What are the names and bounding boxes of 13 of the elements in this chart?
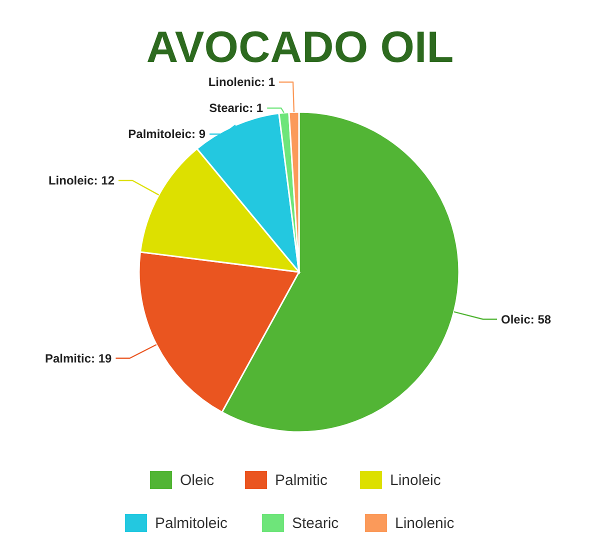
legend-label: Stearic [292,515,340,532]
legend-label: Oleic [180,472,215,489]
data-label: Palmitic: 19 [45,351,112,366]
data-label: Oleic: 58 [501,312,552,326]
data-label: Stearic: 1 [209,101,264,116]
data-label: Linoleic: 12 [48,173,115,188]
data-label: Linolenic: 1 [208,75,276,90]
legend-label: Linolenic [395,515,455,532]
data-label: Palmitoleic: 9 [128,127,206,142]
legend-label: Palmitic [275,472,328,489]
legend-label: Linoleic [390,472,442,489]
legend-label: Palmitoleic [155,515,228,532]
chart-title: AVOCADO OIL [146,23,454,72]
